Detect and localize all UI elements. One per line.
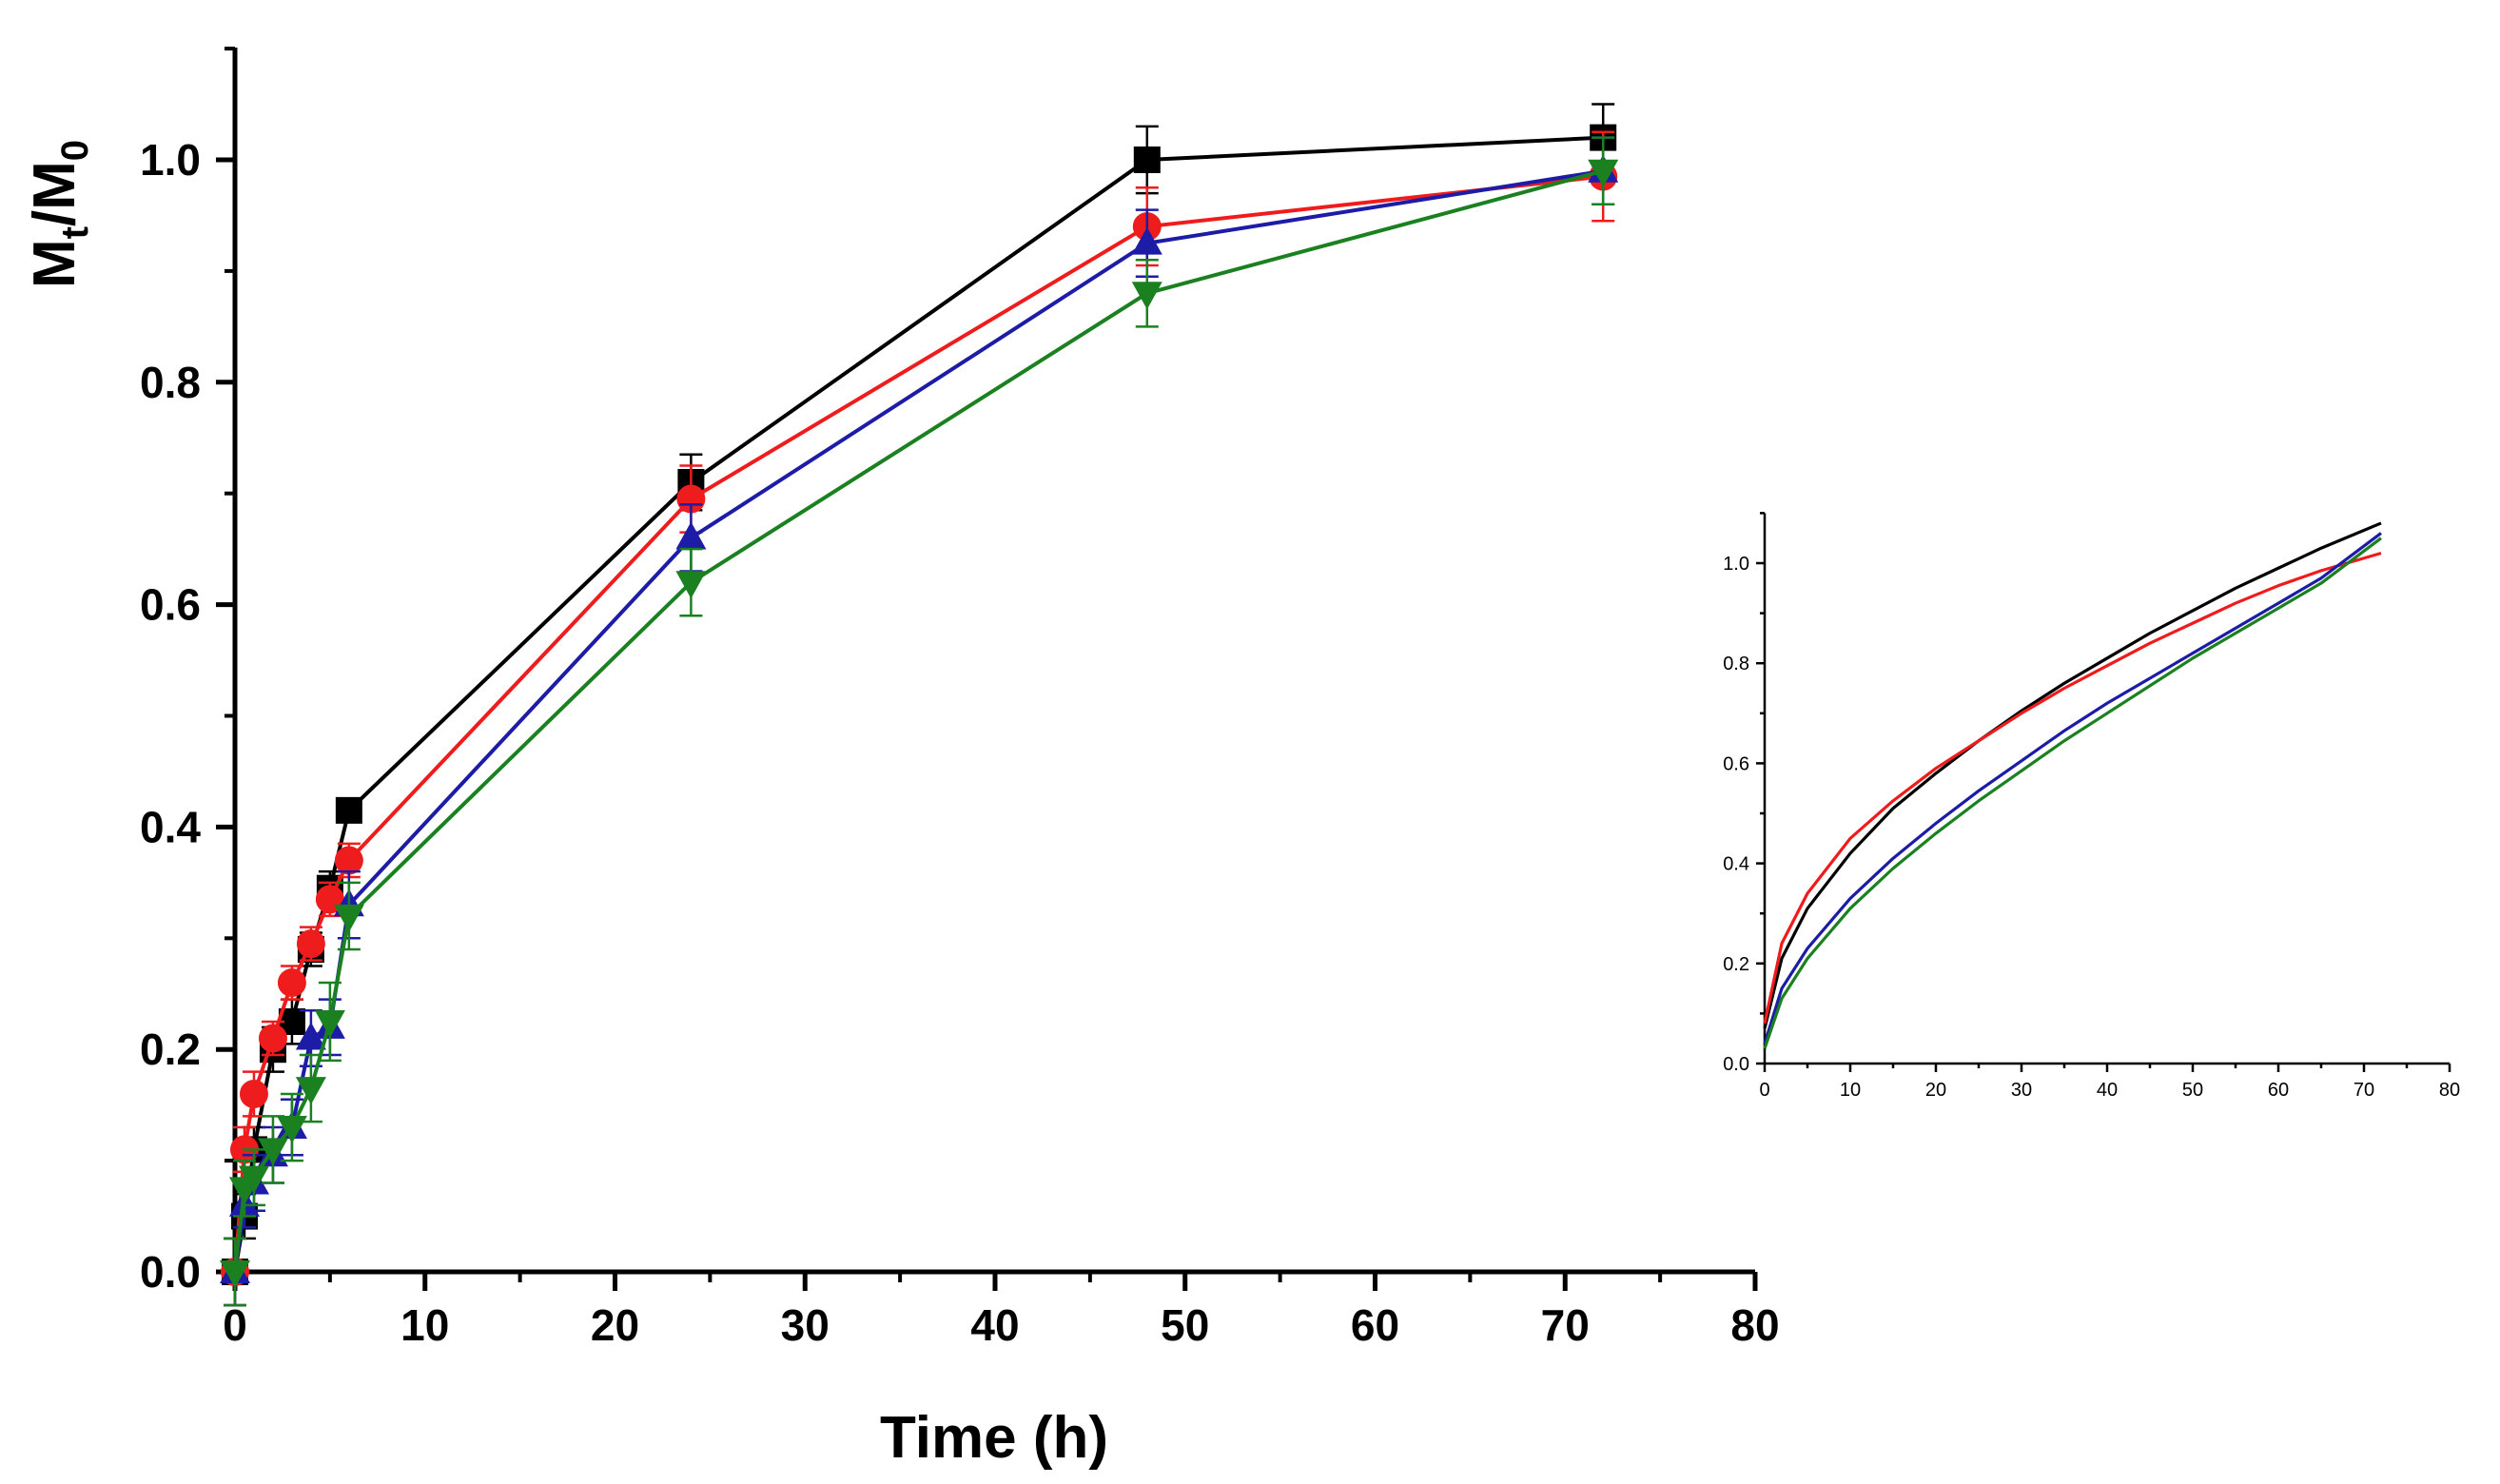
data-point <box>314 1009 345 1038</box>
data-point <box>335 796 362 824</box>
data-point <box>676 484 706 514</box>
y-axis-title-sub-t: t <box>54 226 96 239</box>
inset-x-tick-label: 10 <box>1840 1080 1861 1101</box>
data-point <box>220 1260 250 1288</box>
y-tick-label: 0.8 <box>140 358 201 407</box>
data-point <box>238 1165 269 1194</box>
inset-series-layer <box>1763 521 2382 1049</box>
inset-y-tick-label: 1.0 <box>1723 554 1749 575</box>
inset-chart: 0 10 20 30 40 50 60 70 80 0.0 0.2 0.4 0.6 0.8 1.0 <box>1723 512 2460 1101</box>
inset-axes: 0 10 20 30 40 50 60 70 80 0.0 0.2 0.4 0.6 0.8 1.0 <box>1723 512 2460 1101</box>
inset-x-tick-label: 60 <box>2268 1080 2289 1101</box>
x-tick-label: 50 <box>1161 1300 1209 1350</box>
main-series-layer <box>220 103 1619 1307</box>
y-tick-label: 0.2 <box>140 1025 201 1074</box>
y-tick-label: 0.0 <box>140 1247 201 1297</box>
data-point <box>1133 146 1161 173</box>
y-axis-title-slash: /M <box>22 161 88 226</box>
data-point <box>1131 282 1162 310</box>
inset-y-tick-label: 0.2 <box>1723 954 1749 975</box>
y-axis-title: Mt/M0 <box>22 140 96 288</box>
inset-x-tick-label: 70 <box>2354 1080 2374 1101</box>
inset-y-tick-label: 0.6 <box>1723 753 1749 774</box>
x-tick-label: 0 <box>223 1300 247 1350</box>
inset-x-tick-label: 40 <box>2097 1080 2118 1101</box>
data-point <box>1588 159 1619 187</box>
data-point <box>675 571 707 599</box>
inset-series-2 <box>1763 532 2382 1045</box>
series-0 <box>222 103 1617 1307</box>
inset-series-3 <box>1763 537 2382 1049</box>
inset-y-tick-label: 0.4 <box>1723 854 1749 875</box>
data-point <box>334 846 363 875</box>
inset-y-tick-label: 0.8 <box>1723 654 1749 674</box>
inset-x-tick-label: 0 <box>1759 1080 1769 1101</box>
series-2 <box>220 136 1619 1307</box>
series-1 <box>221 130 1618 1307</box>
data-point <box>1131 226 1162 255</box>
data-point <box>277 968 306 998</box>
data-point <box>333 904 364 932</box>
data-point <box>257 1138 288 1166</box>
x-axis-title: Time (h) <box>880 1405 1108 1471</box>
y-tick-label: 0.6 <box>140 580 201 630</box>
x-tick-label: 40 <box>970 1300 1019 1350</box>
x-tick-label: 70 <box>1541 1300 1590 1350</box>
y-axis-title-sub-0: 0 <box>54 140 96 161</box>
inset-x-tick-label: 30 <box>2011 1080 2032 1101</box>
inset-x-tick-label: 80 <box>2439 1080 2460 1101</box>
inset-x-tick-label: 50 <box>2182 1080 2203 1101</box>
data-point <box>675 521 707 550</box>
data-point <box>296 929 325 959</box>
x-tick-label: 20 <box>591 1300 639 1350</box>
inset-y-tick-label: 0.0 <box>1723 1054 1749 1075</box>
y-tick-label: 1.0 <box>140 135 201 185</box>
inset-series-0 <box>1763 521 2382 1029</box>
data-point <box>258 1024 287 1053</box>
series-3 <box>220 136 1619 1307</box>
y-axis-title-main: M <box>22 239 88 288</box>
data-point <box>295 1077 326 1105</box>
series-line <box>233 135 1604 1273</box>
main-axes: 0 10 20 30 40 50 60 70 80 0.0 0.2 0.4 0.6 0.8 1.0 <box>140 47 1780 1350</box>
data-point <box>239 1079 268 1108</box>
inset-series-1 <box>1763 551 2382 1025</box>
x-tick-label: 10 <box>400 1300 449 1350</box>
x-tick-label: 30 <box>781 1300 830 1350</box>
data-point <box>295 1022 326 1050</box>
x-tick-label: 80 <box>1730 1300 1779 1350</box>
x-tick-label: 60 <box>1351 1300 1399 1350</box>
inset-x-tick-label: 20 <box>1925 1080 1946 1101</box>
y-tick-label: 0.4 <box>140 802 201 851</box>
